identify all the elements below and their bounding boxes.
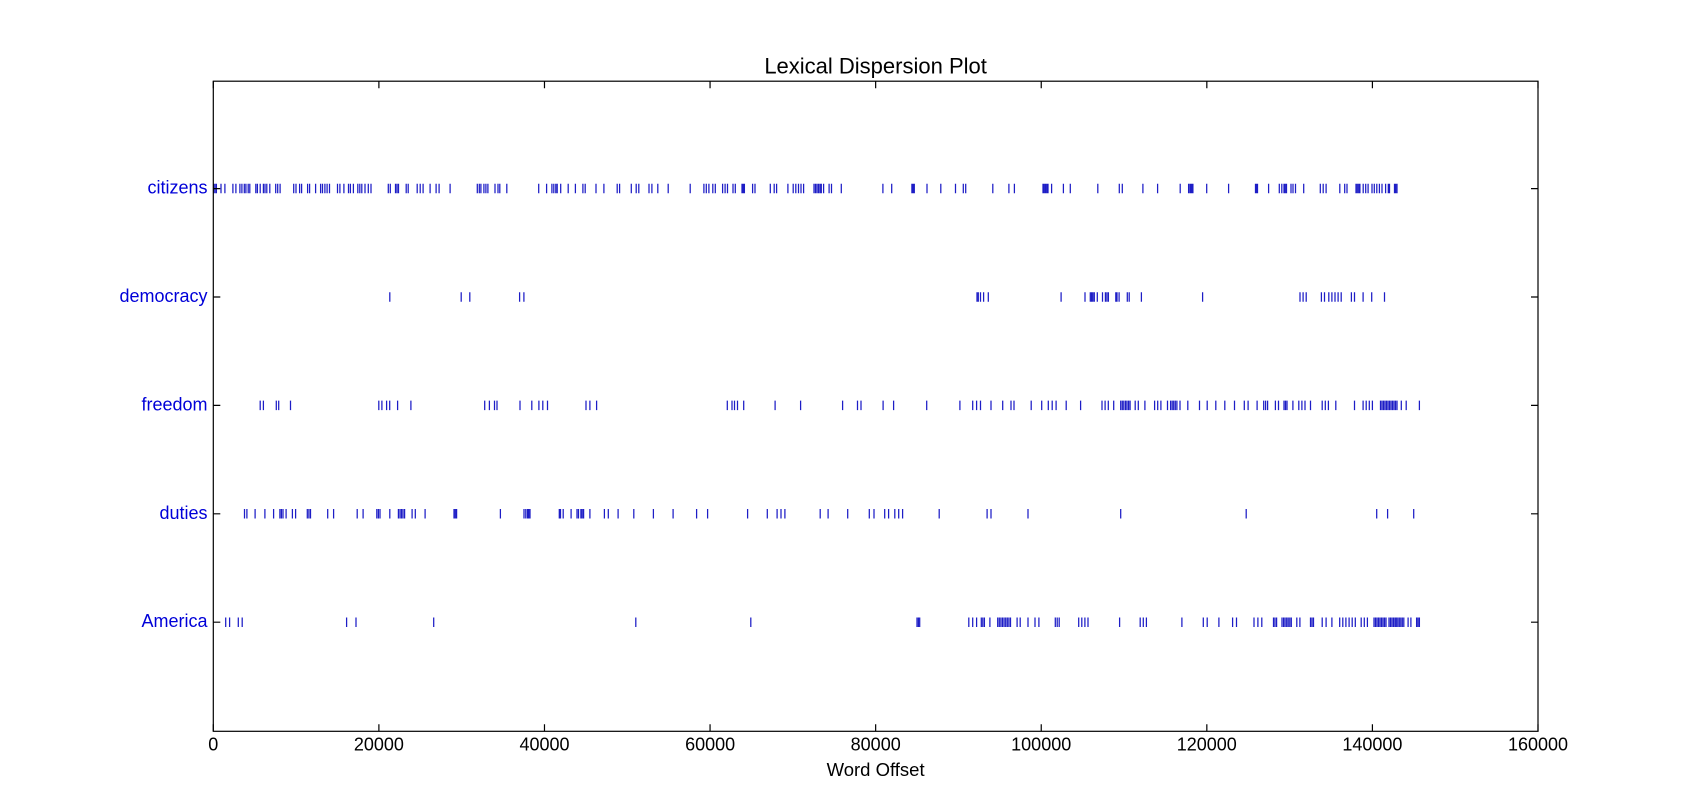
svg-text:140000: 140000 bbox=[1342, 735, 1402, 755]
svg-text:America: America bbox=[141, 611, 208, 631]
svg-text:0: 0 bbox=[208, 735, 218, 755]
svg-text:freedom: freedom bbox=[141, 394, 207, 414]
svg-text:120000: 120000 bbox=[1177, 735, 1237, 755]
svg-text:80000: 80000 bbox=[851, 735, 901, 755]
svg-text:40000: 40000 bbox=[519, 735, 569, 755]
svg-text:Lexical Dispersion Plot: Lexical Dispersion Plot bbox=[764, 54, 987, 79]
svg-text:20000: 20000 bbox=[354, 735, 404, 755]
svg-text:60000: 60000 bbox=[685, 735, 735, 755]
svg-text:democracy: democracy bbox=[119, 286, 207, 306]
svg-text:Word Offset: Word Offset bbox=[827, 759, 925, 780]
svg-text:160000: 160000 bbox=[1508, 735, 1568, 755]
svg-text:100000: 100000 bbox=[1011, 735, 1071, 755]
svg-text:citizens: citizens bbox=[147, 178, 207, 198]
svg-text:duties: duties bbox=[159, 503, 207, 523]
